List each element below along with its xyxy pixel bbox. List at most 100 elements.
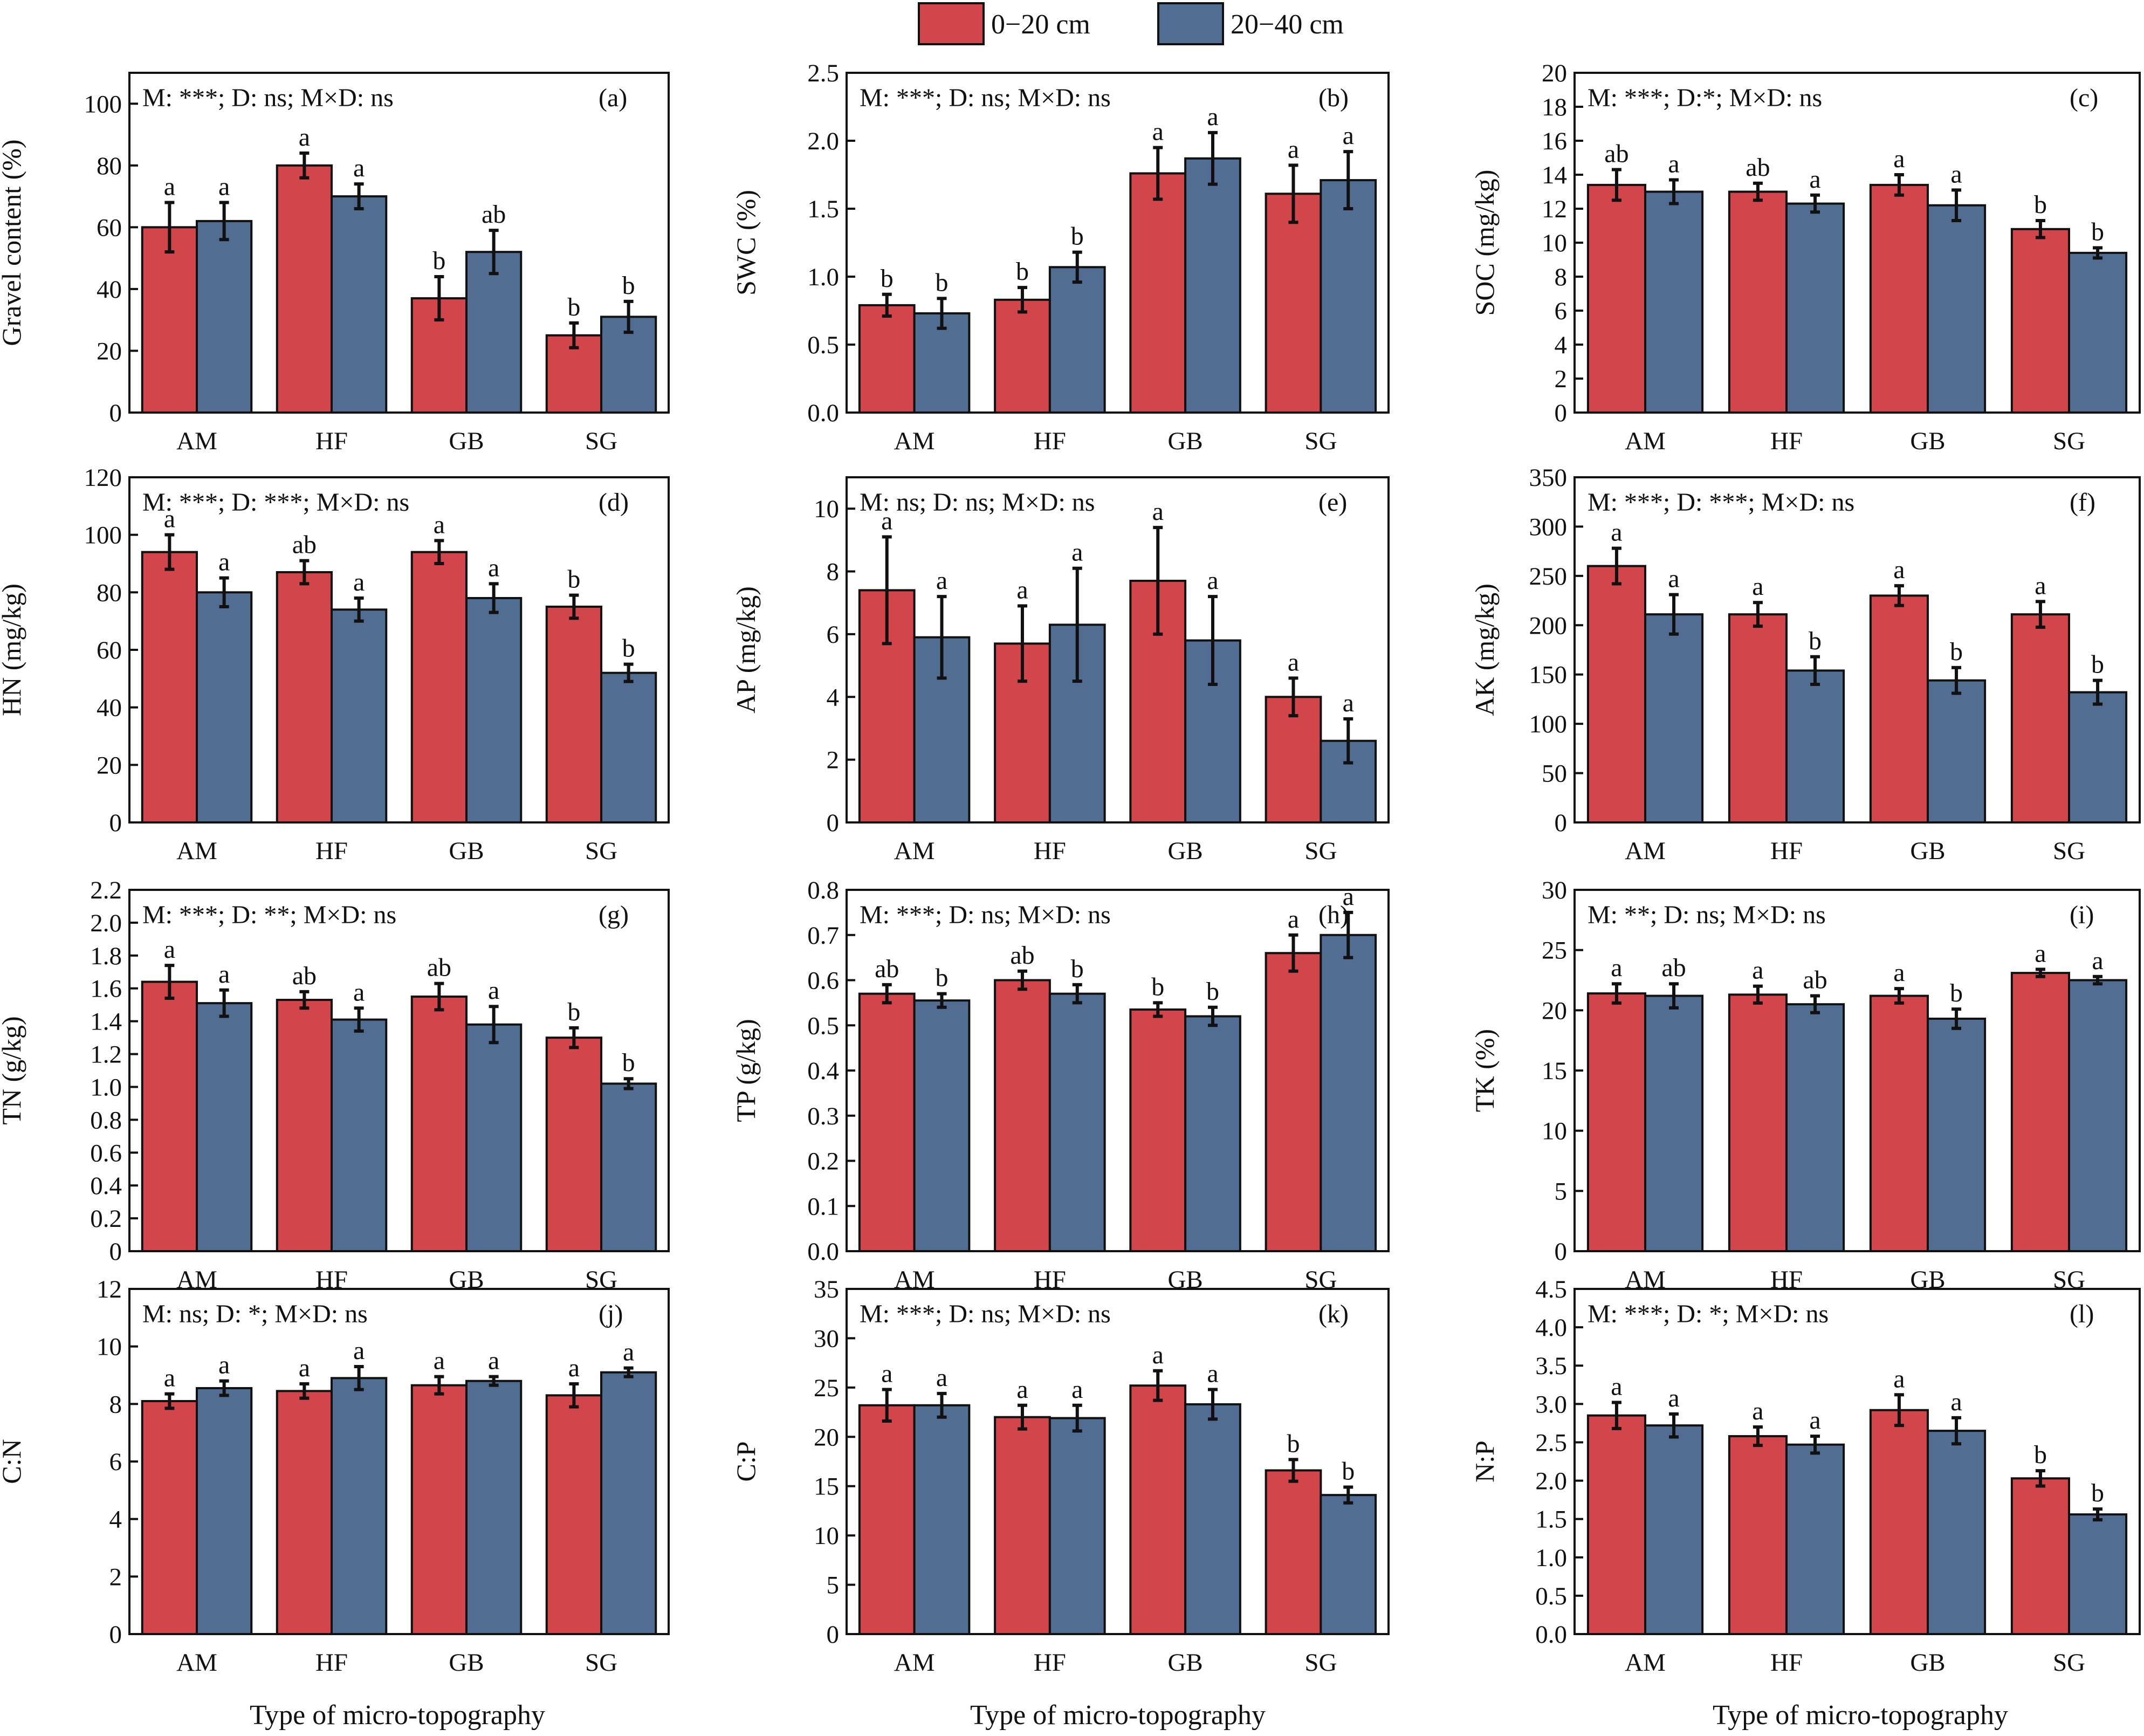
significance-letter: a [1893, 555, 1905, 584]
y-tick-label: 40 [97, 276, 122, 304]
x-tick-label: GB [1910, 1649, 1945, 1677]
bar-0-20cm [1265, 696, 1322, 824]
bar-0-20cm [545, 606, 602, 824]
bar-0-20cm [1586, 1414, 1646, 1636]
y-axis-label: SOC (mg/kg) [1469, 170, 1500, 316]
y-tick-label: 20 [97, 337, 122, 365]
bar-20-40cm [2068, 1513, 2128, 1635]
bar-0-20cm [1728, 613, 1788, 824]
bar-20-40cm [1184, 157, 1241, 414]
significance-letter: a [353, 568, 365, 596]
x-axis-title-col2: Type of micro-topography [970, 1700, 1266, 1731]
y-tick-label: 8 [827, 558, 840, 586]
x-tick-label: SG [585, 837, 617, 865]
bar-0-20cm [545, 1037, 602, 1253]
y-tick-label: 1.5 [807, 195, 839, 223]
axes-frame [846, 72, 1390, 414]
x-tick-label: AM [176, 427, 217, 455]
panel-label: (b) [1318, 84, 1349, 112]
bar-20-40cm [1320, 179, 1377, 414]
significance-letter: b [1151, 972, 1164, 1001]
significance-letter: b [1287, 1429, 1300, 1458]
significance-letter: a [936, 1363, 947, 1392]
y-tick-label: 15 [1542, 1057, 1567, 1085]
y-tick-label: 2 [1555, 365, 1568, 393]
significance-letter: a [1809, 1406, 1820, 1435]
y-tick-label: 0.6 [90, 1139, 122, 1167]
y-tick-label: 1.5 [1535, 1506, 1567, 1534]
x-tick-label: SG [1304, 427, 1337, 455]
bar-20-40cm [2068, 979, 2128, 1252]
y-tick-label: 0 [1555, 809, 1568, 837]
y-tick-label: 0.2 [807, 1148, 839, 1176]
x-tick-label: GB [1167, 837, 1202, 865]
significance-letter: a [218, 548, 230, 577]
y-tick-label: 18 [1542, 93, 1567, 121]
panel-label: (a) [599, 84, 627, 112]
y-axis-label: Gravel content (%) [0, 139, 26, 346]
significance-letter: a [299, 1354, 310, 1382]
significance-letter: a [1288, 135, 1299, 163]
bar-20-40cm [331, 1018, 388, 1253]
x-tick-label: AM [176, 1649, 217, 1677]
significance-letter: a [1893, 145, 1905, 173]
x-tick-label: HF [1034, 837, 1066, 865]
significance-letter: ab [292, 531, 317, 559]
significance-letter: a [2035, 571, 2046, 600]
y-tick-label: 350 [1529, 464, 1568, 492]
significance-letter: b [622, 1048, 635, 1077]
axes-frame [846, 476, 1390, 824]
significance-letter: b [936, 268, 949, 297]
bar-0-20cm [1265, 193, 1322, 414]
y-tick-label: 40 [97, 694, 122, 722]
y-tick-label: 1.0 [807, 263, 839, 291]
y-tick-label: 0.8 [807, 876, 839, 904]
panel-label: (i) [2070, 901, 2094, 929]
y-tick-label: 2.5 [1535, 1429, 1567, 1457]
x-tick-label: HF [1034, 1649, 1066, 1677]
y-tick-label: 1.0 [1535, 1544, 1567, 1572]
y-axis-label: TN (g/kg) [0, 1016, 26, 1124]
bar-20-40cm [2068, 251, 2128, 414]
significance-letter: a [218, 1351, 230, 1380]
significance-letter: a [1343, 882, 1354, 911]
significance-letter: b [881, 264, 894, 293]
x-tick-label: GB [1167, 1649, 1202, 1677]
y-tick-label: 1.4 [90, 1008, 122, 1036]
significance-letter: a [1152, 118, 1164, 146]
x-tick-label: AM [1625, 427, 1666, 455]
significance-letter: a [1016, 576, 1028, 605]
y-tick-label: 0.0 [807, 399, 839, 427]
significance-letter: a [299, 123, 310, 152]
bar-20-40cm [1048, 992, 1106, 1252]
panel-label: (k) [1318, 1300, 1349, 1328]
y-tick-label: 3.5 [1535, 1352, 1567, 1380]
bar-0-20cm [141, 226, 198, 414]
significance-letter: a [1288, 905, 1299, 934]
legend-swatch-20-40cm [1157, 2, 1224, 45]
y-tick-label: 1.6 [90, 975, 122, 1003]
bar-0-20cm [1586, 992, 1646, 1252]
significance-letter: b [567, 565, 580, 594]
bar-0-20cm [276, 571, 333, 824]
significance-letter: b [2091, 1479, 2104, 1507]
y-axis-label: TK (%) [1469, 1029, 1500, 1112]
significance-letter: b [1071, 222, 1084, 251]
x-tick-label: HF [315, 1649, 348, 1677]
bar-0-20cm [410, 995, 468, 1253]
x-tick-label: AM [894, 1649, 935, 1677]
y-tick-label: 0 [109, 809, 122, 837]
stat-annotation: M: ***; D: **; M×D: ns [142, 901, 396, 929]
y-tick-label: 5 [1555, 1177, 1568, 1205]
y-tick-label: 80 [97, 579, 122, 607]
y-tick-label: 0 [827, 809, 840, 837]
panel-label: (f) [2070, 488, 2095, 517]
y-tick-label: 0.1 [807, 1192, 839, 1220]
bar-0-20cm [276, 164, 333, 414]
significance-letter: a [1950, 160, 1962, 188]
x-tick-label: SG [1304, 837, 1337, 865]
significance-letter: a [623, 1338, 634, 1367]
y-axis-label: AP (mg/kg) [731, 586, 761, 713]
